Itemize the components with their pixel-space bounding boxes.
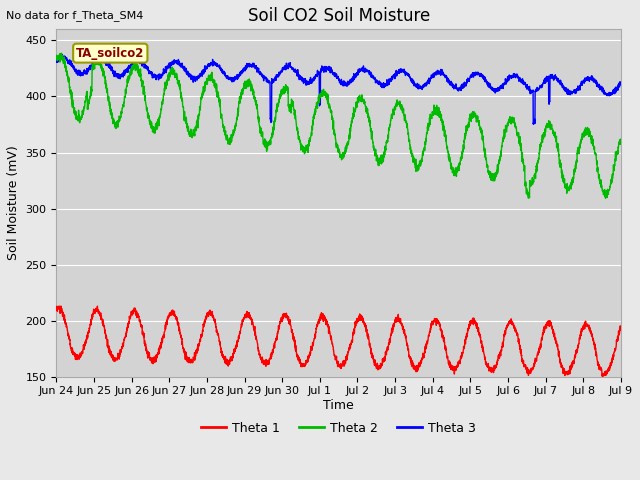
Text: No data for f_Theta_SM4: No data for f_Theta_SM4	[6, 10, 144, 21]
Title: Soil CO2 Soil Moisture: Soil CO2 Soil Moisture	[248, 7, 430, 25]
Y-axis label: Soil Moisture (mV): Soil Moisture (mV)	[7, 145, 20, 260]
X-axis label: Time: Time	[323, 399, 354, 412]
Text: TA_soilco2: TA_soilco2	[76, 47, 145, 60]
Legend: Theta 1, Theta 2, Theta 3: Theta 1, Theta 2, Theta 3	[196, 417, 481, 440]
